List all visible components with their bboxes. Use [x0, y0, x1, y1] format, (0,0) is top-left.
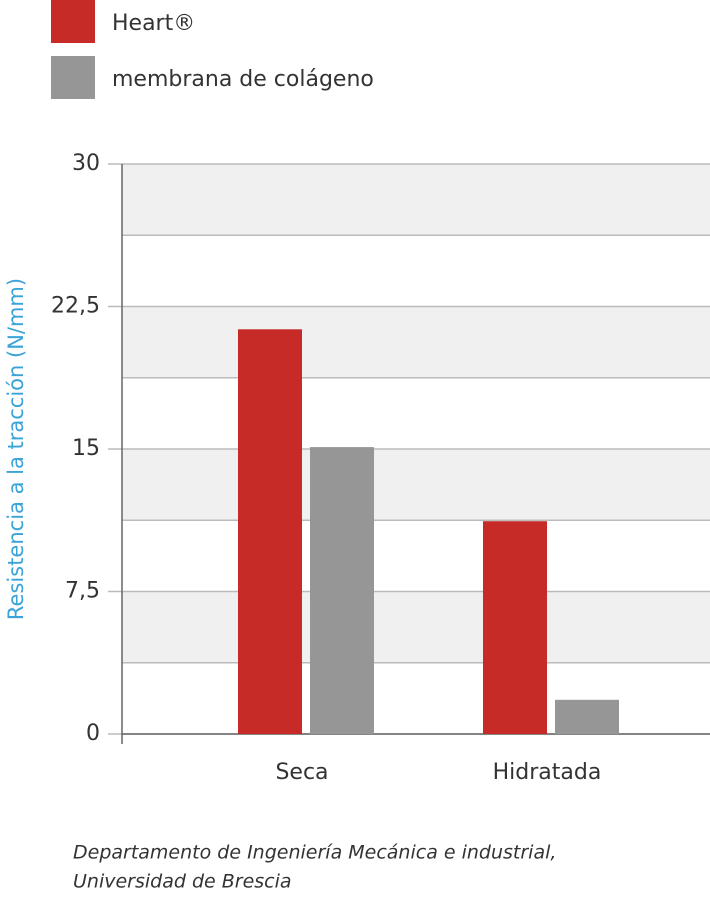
source-note: Departamento de Ingeniería Mecánica e in… — [73, 842, 556, 864]
legend-swatch — [51, 56, 95, 99]
grid-band — [122, 449, 710, 521]
bar — [483, 521, 547, 734]
y-axis-label: Resistencia a la tracción (N/mm) — [4, 278, 28, 620]
grid-band — [122, 164, 710, 236]
y-tick-label: 30 — [72, 151, 100, 176]
bar — [555, 699, 619, 734]
source-note: Universidad de Brescia — [73, 871, 292, 893]
bar — [238, 329, 302, 734]
legend-label: Heart® — [112, 11, 195, 36]
x-tick-label: Seca — [275, 760, 328, 785]
y-tick-label: 15 — [72, 436, 100, 461]
y-tick-label: 7,5 — [65, 579, 100, 604]
y-tick-label: 22,5 — [51, 294, 100, 319]
legend-label: membrana de colágeno — [112, 67, 374, 92]
x-tick-label: Hidratada — [493, 760, 602, 785]
bar — [310, 447, 374, 734]
grid-band — [122, 591, 710, 663]
grid-band — [122, 306, 710, 378]
y-tick-label: 0 — [86, 721, 100, 746]
legend-swatch — [51, 0, 95, 43]
